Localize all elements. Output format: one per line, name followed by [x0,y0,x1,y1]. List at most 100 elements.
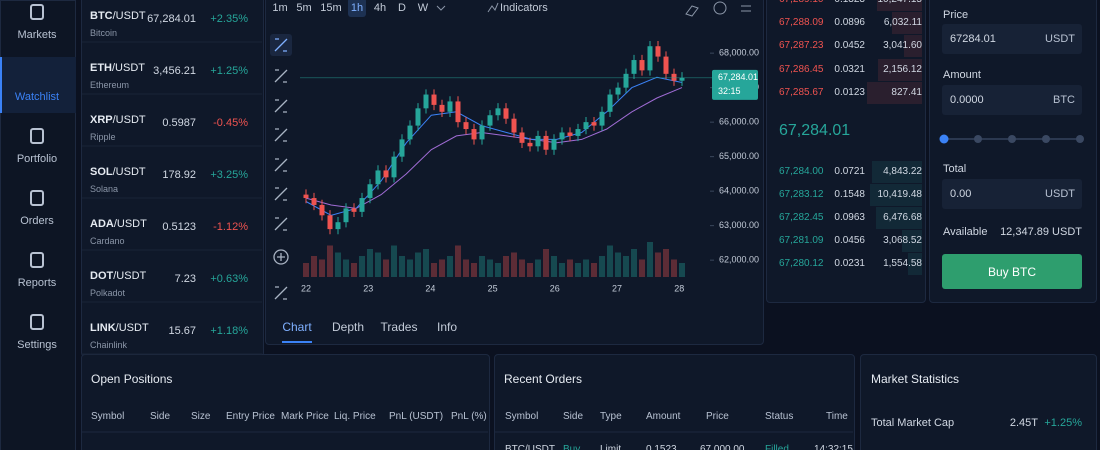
drawing-tool [273,249,289,265]
book-amount: 0.0896 [834,17,865,28]
book-price: 67,280.12 [779,258,824,269]
interval[interactable]: 1h [350,2,364,14]
column-header: PnL (%) [451,411,487,422]
candle-body [527,142,533,147]
volume-bar [559,263,565,277]
book-amount: 0.0963 [834,212,865,223]
depth-bar [902,230,922,252]
book-amount: 0.0456 [834,235,865,246]
column-header: Side [150,411,171,422]
candle-body [383,170,389,178]
nav-label[interactable]: Watchlist [14,91,60,103]
interval[interactable]: 5m [296,2,312,14]
volume-bar [391,245,397,277]
pair-quote: /USDT [113,218,147,230]
order-cell: Limit [600,444,622,450]
x-tick-label: 26 [550,283,560,293]
pair[interactable]: SOL/USDT [90,165,146,179]
column-header: Liq. Price [334,411,376,422]
input-box[interactable] [942,85,1082,115]
tab[interactable]: Depth [331,320,365,334]
candle-body [455,101,461,123]
interval[interactable]: 4h [373,2,387,14]
pair[interactable]: ADA/USDT [90,217,147,231]
last-price-box [712,69,758,100]
interval[interactable]: D [398,2,406,14]
nav-label[interactable]: Reports [17,277,57,289]
candle-body [423,94,429,109]
input-box[interactable] [942,179,1082,209]
column-header: PnL (USDT) [389,411,444,422]
price: 67,284.01 [147,13,196,25]
volume-bar [511,252,517,277]
volume-bar [567,259,573,277]
nav-label[interactable]: Orders [20,215,54,227]
interval[interactable]: 15m [320,2,342,14]
depth-bar [876,207,922,229]
nav-label[interactable]: Markets [17,29,57,41]
last-price-label: 67,284.01 [718,72,758,82]
order-cell: Buy [563,444,581,450]
pair[interactable]: BTC/USDT [90,9,146,23]
nav-label[interactable]: Settings [17,339,57,351]
volume-bar [439,259,445,277]
tab-underline [282,341,312,343]
order-book-panel [766,0,926,303]
interval[interactable]: W [417,2,429,14]
pair[interactable]: DOT/USDT [90,269,146,283]
input-box[interactable] [942,24,1082,54]
volume-bar [335,252,341,277]
depth-bar [877,0,922,11]
asset-name: Cardano [90,236,125,246]
book-amount: 0.0721 [834,166,865,177]
pair[interactable]: LINK/USDT [90,321,149,335]
candle-body [511,118,517,133]
volume-bar [399,256,405,277]
x-tick-label: 24 [425,283,435,293]
pair-quote: /USDT [112,114,146,126]
column-header: Price [706,411,729,422]
candle-body [391,156,397,178]
pair[interactable]: ETH/USDT [90,61,145,75]
indicators[interactable]: Indicators [500,2,548,14]
panel-title: Market Statistics [871,372,960,386]
drawing-tool [274,158,288,172]
interval[interactable]: 1m [272,2,288,14]
tab[interactable]: Info [436,320,457,334]
buy-button-label[interactable]: Buy BTC [987,265,1036,279]
column-header: Amount [646,411,681,422]
asset-name: Ripple [90,132,116,142]
indicator-icon [487,2,499,13]
volume-bar [519,259,525,277]
volume-bar [367,249,373,277]
volume-bar [607,245,613,277]
pair-base: ADA [90,218,114,230]
available-value: 12,347.89 USDT [1000,226,1082,238]
slider-stop [1076,135,1084,143]
y-tick-label: 66,000.00 [719,117,759,127]
tab[interactable]: Trades [380,320,418,334]
asset-name: Solana [90,184,119,194]
buy-button[interactable] [942,254,1082,289]
book-price: 67,288.09 [779,17,824,28]
volume-bar [671,259,677,277]
panel-title: Open Positions [91,372,173,386]
tab[interactable]: Chart [282,320,312,334]
volume-bar [407,259,413,277]
pair-quote: /USDT [113,270,147,282]
nav-label[interactable]: Portfolio [16,153,58,165]
volume-bar [623,256,629,277]
volume-bar [615,252,621,277]
field-label: Amount [943,69,981,81]
moving-average [305,87,683,209]
book-total: 3,068.52 [883,235,922,246]
volume-bar [455,245,461,277]
candle-body [487,115,493,126]
drawing-tool [274,217,288,231]
book-total: 10,247.15 [870,0,923,7]
pair[interactable]: XRP/USDT [90,113,146,127]
volume-bar [351,263,357,277]
candle-body [439,104,445,112]
input-unit: BTC [1053,94,1075,106]
